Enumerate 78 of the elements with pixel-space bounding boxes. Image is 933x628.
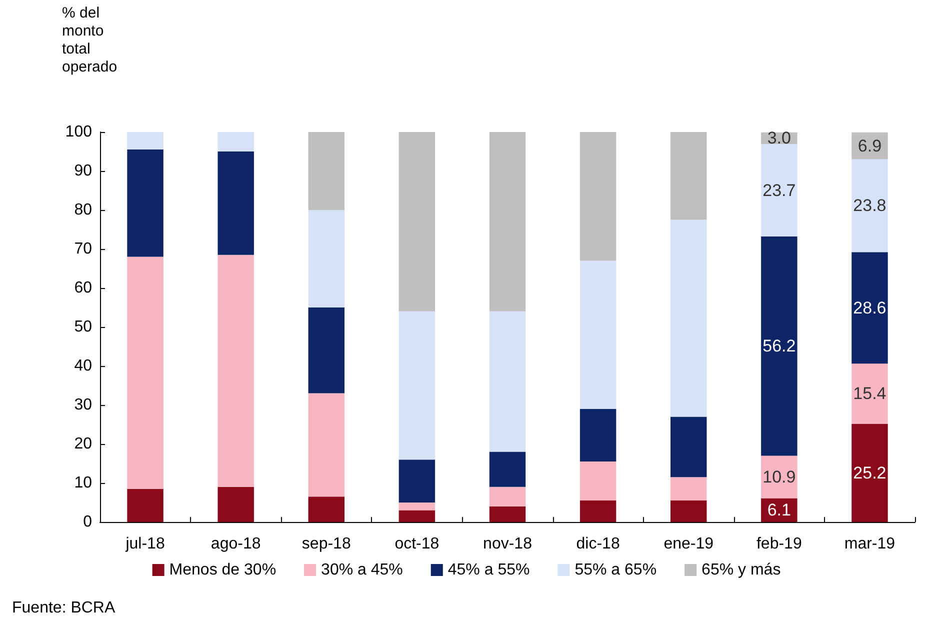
bar <box>218 132 254 152</box>
bar <box>218 254 254 487</box>
bar <box>489 486 526 506</box>
bar <box>398 311 436 460</box>
x-tick-label: dic-18 <box>576 536 620 552</box>
bar <box>218 152 254 255</box>
y-tick-label: 40 <box>74 358 92 374</box>
bar <box>670 220 707 417</box>
bar <box>761 498 798 522</box>
y-tick-label: 50 <box>74 318 92 336</box>
x-tick-label: ene-19 <box>664 536 714 552</box>
bar <box>489 311 526 452</box>
data-label: 6.9 <box>858 136 882 156</box>
legend-label: 45% a 55% <box>448 562 530 578</box>
bar <box>670 132 707 220</box>
x-tick-label: sep-18 <box>302 536 351 552</box>
legend-label: 65% y más <box>702 562 781 578</box>
data-label: 28.6 <box>853 298 886 318</box>
bar <box>398 460 436 502</box>
x-tick-label: oct-18 <box>394 536 440 552</box>
bar <box>489 506 526 522</box>
bar <box>127 150 164 257</box>
bar <box>127 488 164 522</box>
x-tick-label: feb-19 <box>756 536 802 552</box>
bar <box>489 452 526 487</box>
x-tick-label: ago-18 <box>210 536 261 552</box>
y-tick-label: 90 <box>74 162 92 180</box>
bar <box>398 510 436 522</box>
bar <box>761 236 798 456</box>
bar <box>580 500 616 522</box>
y-tick-label: 30 <box>74 396 92 414</box>
bar <box>127 256 164 489</box>
y-tick-label: 70 <box>74 240 92 258</box>
bar <box>852 424 888 522</box>
bar <box>308 132 344 210</box>
data-label: 56.2 <box>762 336 796 356</box>
bar <box>308 496 344 522</box>
bar <box>761 144 798 237</box>
bar <box>218 486 254 522</box>
bar <box>852 159 888 252</box>
legend-label: Menos de 30% <box>169 562 276 578</box>
legend-label: 55% a 65% <box>574 562 657 578</box>
bar <box>761 456 798 498</box>
data-label: 15.4 <box>853 384 886 404</box>
bar <box>580 132 616 261</box>
bar <box>670 500 707 522</box>
bar <box>580 408 616 462</box>
bar <box>852 364 888 424</box>
data-label: 25.2 <box>853 463 886 482</box>
bar <box>670 477 707 501</box>
legend-label: 30% a 45% <box>321 562 403 578</box>
bar <box>398 502 436 510</box>
x-tick-label: nov-18 <box>483 536 532 552</box>
x-tick-label: mar-19 <box>844 536 896 552</box>
y-tick-label: 0 <box>83 514 92 530</box>
data-label: 6.1 <box>767 500 791 520</box>
source-note: Fuente: BCRA <box>12 600 116 616</box>
bar <box>580 462 616 501</box>
bar <box>308 308 344 394</box>
data-label: 23.7 <box>762 180 796 200</box>
x-tick-label: jul-18 <box>124 536 165 552</box>
bar <box>308 210 344 308</box>
bar <box>670 416 707 478</box>
bar <box>852 252 888 364</box>
y-tick-label: 20 <box>74 436 92 452</box>
data-label: 10.9 <box>762 467 796 486</box>
y-axis-title: % del monto total operado <box>62 4 118 76</box>
bar <box>127 132 164 150</box>
y-tick-label: 100 <box>65 124 92 140</box>
data-label: 23.8 <box>853 196 886 216</box>
y-tick-label: 60 <box>74 280 92 296</box>
bar <box>580 260 616 409</box>
bar <box>398 132 436 312</box>
data-label: 3.0 <box>767 128 791 148</box>
y-tick-label: 80 <box>74 202 92 218</box>
bar <box>308 393 344 497</box>
y-tick-label: 10 <box>74 474 92 492</box>
bar <box>489 132 526 312</box>
